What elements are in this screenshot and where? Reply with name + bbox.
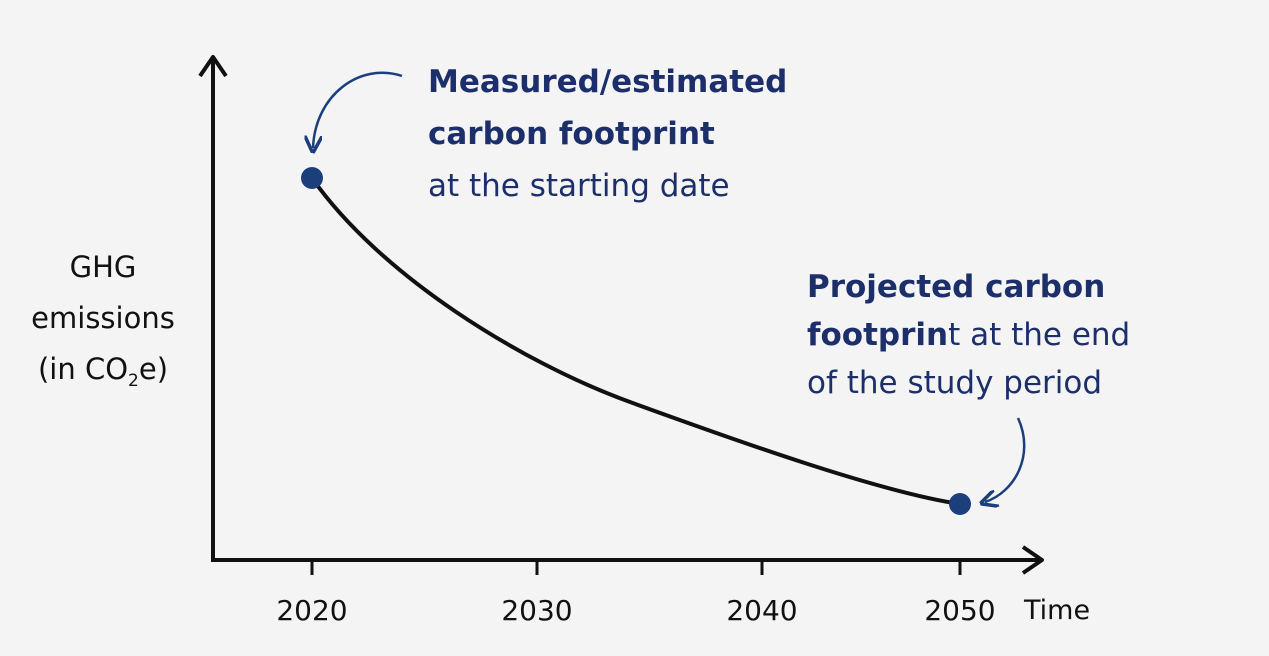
start-annotation-line-1: Measured/estimated xyxy=(428,64,788,100)
x-tick-label-2030: 2030 xyxy=(501,594,572,627)
emissions-curve xyxy=(310,176,962,506)
start-annotation-line-3: at the starting date xyxy=(428,168,730,204)
start-annotation-arrow xyxy=(313,71,403,148)
x-tick-label-2040: 2040 xyxy=(726,594,797,627)
ylabel-line-2: emissions xyxy=(31,301,175,335)
x-axis-arrowhead xyxy=(1021,545,1044,575)
end-annotation: Projected carbon footprint at the end of… xyxy=(807,263,1130,407)
y-axis-arrowhead xyxy=(198,55,228,78)
start-annotation-line-2: carbon footprint xyxy=(428,116,715,152)
x-tick-label-2020: 2020 xyxy=(276,594,347,627)
y-axis-title: GHG emissions (in CO2e) xyxy=(18,242,188,407)
end-annotation-arrow xyxy=(985,417,1026,502)
ylabel-line-1: GHG xyxy=(69,250,137,284)
x-tick-label-2050: 2050 xyxy=(924,594,995,627)
data-point-start xyxy=(301,167,323,189)
start-annotation: Measured/estimated carbon footprint at t… xyxy=(428,56,787,212)
x-axis-title: Time xyxy=(1023,595,1090,626)
end-annotation-line-3: of the study period xyxy=(807,365,1103,401)
x-ticks: 2020 2030 2040 2050 xyxy=(276,560,996,627)
end-annotation-line-1: Projected carbon xyxy=(807,269,1106,305)
data-point-end xyxy=(949,493,971,515)
ylabel-line-3: (in CO2e) xyxy=(37,352,169,391)
end-annotation-line-2: footprint at the end xyxy=(807,317,1131,353)
